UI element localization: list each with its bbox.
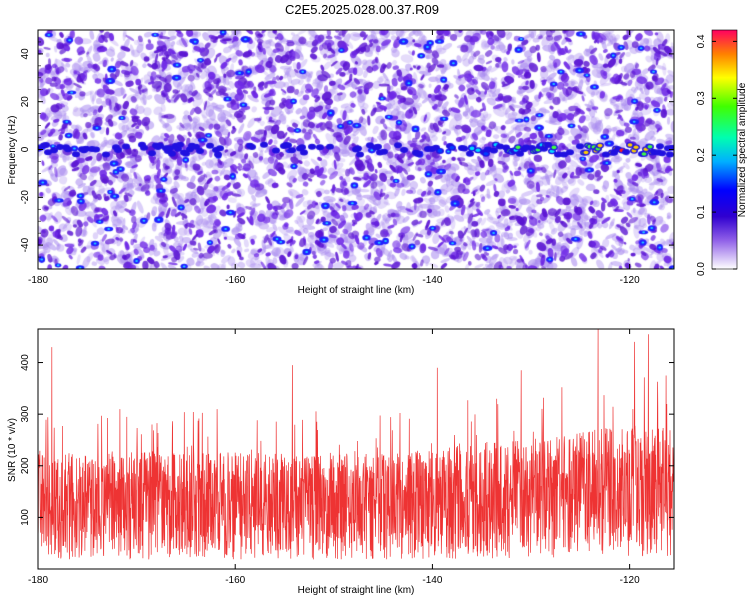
figure-title: C2E5.2025.028.00.37.R09	[285, 2, 439, 17]
colorbar-tick-label: 0.2	[696, 148, 707, 162]
snr-x-ticks: -180 -160 -140 -120	[28, 329, 640, 586]
heatmap-x-tick-label: -180	[28, 275, 48, 286]
heatmap-y-tick-label: 20	[20, 96, 31, 108]
snr-x-tick-label: -160	[225, 575, 245, 586]
colorbar: 0.0 0.1 0.2 0.3 0.4 Normalized spectral ampl…	[696, 29, 748, 276]
snr-y-tick-label: 400	[20, 354, 31, 371]
heatmap-x-label: Height of straight line (km)	[298, 285, 415, 296]
snr-x-tick-label: -120	[620, 575, 640, 586]
snr-y-tick-label: 300	[20, 405, 31, 422]
colorbar-tick-label: 0.4	[696, 34, 707, 48]
heatmap-y-tick-label: 40	[20, 48, 31, 60]
heatmap-y-tick-label: -40	[20, 237, 31, 252]
heatmap-plot-area	[38, 30, 674, 269]
heatmap-y-tick-label: -20	[20, 190, 31, 205]
colorbar-label: Normalized spectral amplitude	[737, 82, 748, 217]
heatmap-x-ticks: -180 -160 -140 -120	[28, 30, 640, 286]
heatmap-x-tick-label: -140	[422, 275, 442, 286]
snr-x-tick-label: -180	[28, 575, 48, 586]
snr-series	[37, 328, 675, 560]
heatmap-x-tick-label: -160	[225, 275, 245, 286]
colorbar-ticks: 0.0 0.1 0.2 0.3 0.4	[696, 34, 737, 276]
colorbar-tick-label: 0.0	[696, 262, 707, 276]
heatmap-y-label: Frequency (Hz)	[7, 116, 18, 185]
colorbar-gradient	[711, 29, 738, 270]
snr-y-tick-label: 200	[20, 457, 31, 474]
heatmap-panel: -180 -160 -140 -120 -40 -20 0 20 40 Height of s…	[7, 29, 675, 296]
heatmap-y-tick-label: 0	[20, 146, 31, 152]
heatmap-x-tick-label: -120	[620, 275, 640, 286]
snr-line	[37, 328, 675, 560]
colorbar-tick-label: 0.1	[696, 205, 707, 219]
snr-y-tick-label: 100	[20, 509, 31, 526]
snr-x-tick-label: -140	[422, 575, 442, 586]
snr-y-ticks: 100 200 300 400	[20, 354, 674, 526]
snr-y-label: SNR (10 * v/v)	[7, 418, 18, 482]
snr-panel: -180 -160 -140 -120 100 200 300 400 Height of …	[7, 328, 675, 596]
heatmap-y-ticks: -40 -20 0 20 40	[20, 29, 674, 270]
colorbar-tick-label: 0.3	[696, 91, 707, 105]
snr-x-label: Height of straight line (km)	[298, 585, 415, 596]
snr-frame	[37, 328, 675, 570]
